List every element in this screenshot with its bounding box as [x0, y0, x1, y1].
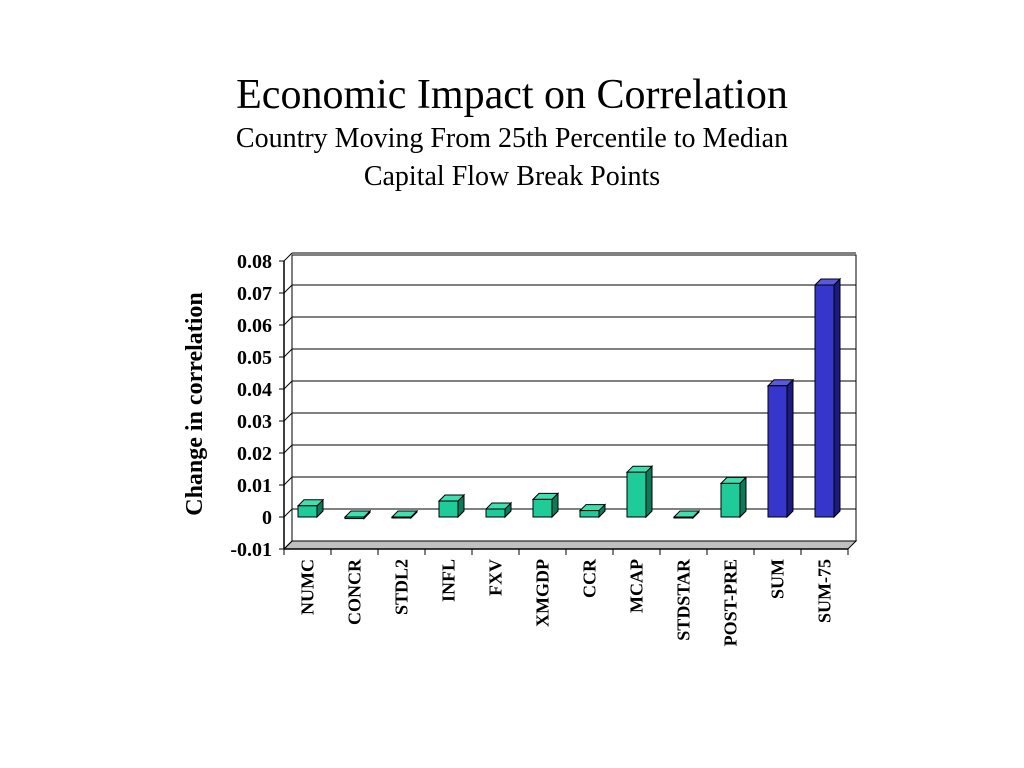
gridline-diag — [283, 508, 293, 518]
y-tick-label: -0.01 — [230, 539, 272, 561]
x-tick-label: POST-PRE — [721, 559, 741, 646]
bar-side — [645, 464, 653, 519]
bar — [438, 500, 459, 518]
chart-subtitle-line1: Country Moving From 25th Percentile to M… — [235, 123, 789, 154]
bar — [579, 510, 600, 518]
bar — [532, 498, 553, 518]
bars — [296, 277, 842, 520]
plot-floor — [282, 540, 858, 550]
x-tick-label: SUM — [768, 559, 788, 599]
bar-side — [739, 476, 747, 519]
gridline-diag — [283, 252, 293, 262]
y-tick-labels: 0.08 0.07 0.06 0.05 0.04 0.03 0.02 0.01 0 -0.01 — [230, 251, 272, 561]
y-tick-label: 0.02 — [237, 443, 272, 465]
gridline-diag — [283, 348, 293, 358]
bar — [344, 516, 365, 520]
bar — [767, 385, 788, 518]
chart-title: Economic Impact on Correlation — [236, 72, 788, 118]
bar — [485, 508, 506, 518]
bar — [673, 516, 694, 519]
x-tick-label: SUM-75 — [815, 559, 835, 623]
y-tick-label: 0.04 — [237, 379, 272, 401]
y-tick-label: 0 — [262, 507, 272, 529]
y-axis-label: Change in correlation — [182, 292, 208, 516]
gridline-diag — [283, 380, 293, 390]
x-tick-label: CONCR — [345, 558, 365, 625]
gridline-diag — [283, 412, 293, 422]
x-tick-label: STDSTAR — [674, 558, 694, 641]
y-tick-label: 0.01 — [237, 475, 272, 497]
bar — [391, 516, 412, 519]
bar — [626, 471, 647, 518]
x-tick-label: STDL2 — [392, 559, 412, 615]
axes — [279, 260, 849, 555]
grid-lines — [283, 252, 856, 550]
x-tick-label: XMGDP — [533, 559, 553, 627]
gridline-diag — [283, 316, 293, 326]
gridline-diag — [283, 444, 293, 454]
y-tick-label: 0.05 — [237, 347, 272, 369]
x-tick-label: CCR — [580, 558, 600, 598]
gridline-diag — [283, 476, 293, 486]
x-tick-label: INFL — [439, 559, 459, 602]
bar — [720, 482, 741, 518]
x-tick-label: NUMC — [298, 559, 318, 615]
x-tick-label: MCAP — [627, 559, 647, 613]
title-block: Economic Impact on Correlation Country M… — [0, 70, 1024, 196]
gridline-diag — [283, 284, 293, 294]
gridline-diag — [283, 540, 293, 550]
bar-side — [786, 378, 794, 519]
y-tick-label: 0.06 — [237, 315, 272, 337]
y-tick-label: 0.07 — [237, 283, 272, 305]
y-tick-label: 0.08 — [237, 251, 272, 273]
plot-back-wall — [291, 254, 857, 542]
x-tick-label: FXV — [486, 559, 506, 596]
y-tick-label: 0.03 — [237, 411, 272, 433]
plot-background — [282, 254, 858, 550]
x-tick-labels: NUMC CONCR STDL2 INFL FXV XMGDP CCR MCAP STDSTAR… — [298, 558, 835, 646]
bar-side — [833, 277, 841, 519]
chart-subtitle-line2: Capital Flow Break Points — [363, 161, 661, 192]
bar — [297, 505, 318, 518]
bar — [814, 284, 835, 518]
